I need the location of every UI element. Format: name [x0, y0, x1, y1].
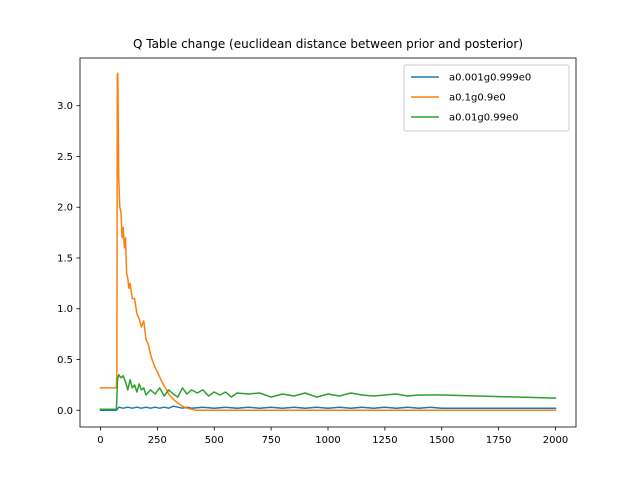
- y-tick-label: 3.0: [57, 101, 73, 112]
- x-tick-label: 1750: [486, 435, 511, 446]
- x-tick-label: 1000: [315, 435, 340, 446]
- x-tick-label: 500: [205, 435, 224, 446]
- y-tick-label: 2.0: [57, 203, 73, 214]
- y-tick-label: 2.5: [57, 152, 73, 163]
- x-axis: 0 250 500 750 1000 1250 1500 1750 2000: [97, 427, 568, 446]
- x-tick-label: 250: [148, 435, 167, 446]
- x-tick-label: 0: [97, 435, 103, 446]
- x-tick-label: 2000: [543, 435, 568, 446]
- y-axis: 0.0 0.5 1.0 1.5 2.0 2.5 3.0: [57, 101, 80, 417]
- series-line-2: [99, 72, 557, 412]
- series-line-3: [99, 373, 557, 410]
- x-tick-label: 750: [262, 435, 281, 446]
- legend-label: a0.1g0.9e0: [449, 93, 506, 104]
- legend-label: a0.001g0.999e0: [449, 73, 531, 84]
- x-tick-label: 1500: [429, 435, 454, 446]
- y-tick-label: 1.5: [57, 253, 73, 264]
- series-line-1: [99, 405, 557, 412]
- legend: a0.001g0.999e0 a0.1g0.9e0 a0.01g0.99e0: [403, 64, 570, 132]
- y-tick-label: 1.0: [57, 304, 73, 315]
- x-tick-label: 1250: [372, 435, 397, 446]
- axes-frame: [79, 57, 577, 428]
- chart-title: Q Table change (euclidean distance betwe…: [133, 37, 523, 51]
- plot-area: [99, 72, 557, 412]
- legend-label: a0.01g0.99e0: [449, 113, 519, 124]
- legend-box: [403, 64, 570, 132]
- y-tick-label: 0.0: [57, 406, 73, 417]
- y-tick-label: 0.5: [57, 355, 73, 366]
